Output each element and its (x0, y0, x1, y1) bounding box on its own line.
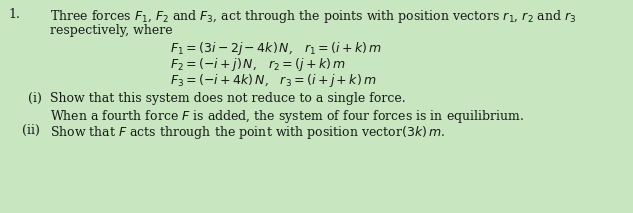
Text: Show that $F$ acts through the point with position vector$(3k)\,m$.: Show that $F$ acts through the point wit… (50, 124, 445, 141)
Text: (i): (i) (28, 92, 42, 105)
Text: 1.: 1. (8, 8, 20, 21)
Text: $F_1 = (3i - 2j - 4k)\,N$,   $r_1 = (i + k)\,m$: $F_1 = (3i - 2j - 4k)\,N$, $r_1 = (i + k… (170, 40, 382, 57)
Text: (ii): (ii) (22, 124, 40, 137)
Text: When a fourth force $F$ is added, the system of four forces is in equilibrium.: When a fourth force $F$ is added, the sy… (50, 108, 524, 125)
Text: $F_3 = (-i + 4k)\,N$,   $r_3 = (i + j + k)\,m$: $F_3 = (-i + 4k)\,N$, $r_3 = (i + j + k)… (170, 72, 377, 89)
Text: respectively, where: respectively, where (50, 24, 173, 37)
Text: $F_2 = (-i + j)\,N$,   $r_2 = (j + k)\,m$: $F_2 = (-i + j)\,N$, $r_2 = (j + k)\,m$ (170, 56, 346, 73)
Text: Three forces $F_1$, $F_2$ and $F_3$, act through the points with position vector: Three forces $F_1$, $F_2$ and $F_3$, act… (50, 8, 577, 25)
Text: Show that this system does not reduce to a single force.: Show that this system does not reduce to… (50, 92, 406, 105)
